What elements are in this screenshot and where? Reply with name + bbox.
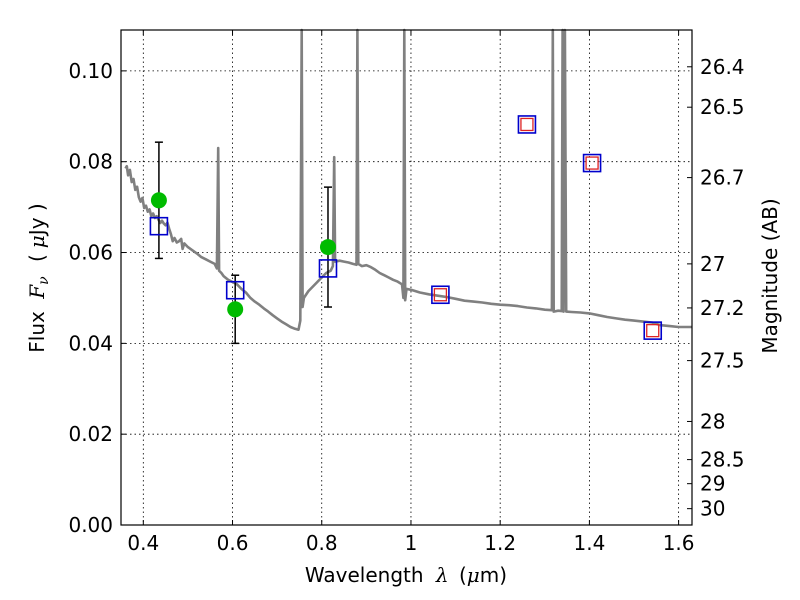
x-axis-label-prefix: Wavelength [305,563,424,587]
model-flux-inner-square [520,117,534,132]
y-tick-label: 0.04 [68,331,113,355]
x-axis-label-mu: μ [467,563,480,587]
tick-layer: 0.4 0.6 0.8 1 1.2 1.4 1.6 0.00 0.02 0.04 0.06 0.08 0… [68,30,745,555]
y2-tick-label: 28 [700,409,725,433]
x-tick-label: 0.8 [306,531,338,555]
model-flux-inner-square [646,323,660,338]
y2-tick-label: 28.5 [700,448,745,472]
model-flux-inner-square [433,288,448,302]
y2-tick-label: 27.2 [700,296,745,320]
marker-layer [149,115,663,345]
model-flux-square [225,280,245,300]
x-axis-label-open: ( [459,563,467,587]
y-axis-label-symbol: F [25,284,49,300]
observed-point [150,192,167,209]
y2-tick-label: 27.5 [700,349,745,373]
x-axis-label-unit: m) [480,563,507,587]
y2-tick-label: 26.7 [700,166,745,190]
x-axis-label: Wavelength λ (μm) [305,563,507,587]
plot-frame [120,29,693,526]
model-flux-inner-square [585,156,599,170]
y-axis-label-prefix: Flux [25,311,49,353]
x-tick-label: 1.4 [573,531,605,555]
observed-point [319,239,336,256]
y2-tick-label: 26.5 [700,95,745,119]
y-tick-label: 0.06 [68,241,113,265]
y-axis-label-sub: ν [36,276,52,285]
model-flux-square [582,153,602,173]
model-flux-square [149,216,169,236]
y-axis-label: Flux Fν ( μJy ) [25,203,53,352]
y2-axis-label: Magnitude (AB) [758,198,782,353]
x-tick-label: 0.4 [127,531,159,555]
model-flux-square [431,285,450,305]
x-tick-label: 1.2 [484,531,516,555]
y2-tick-label: 26.4 [700,55,745,79]
y-axis-label-unit: Jy ) [25,203,49,237]
y2-tick-label: 30 [700,497,725,521]
model-flux-square [517,115,537,134]
y-tick-label: 0.02 [68,422,113,446]
y2-tick-label: 27 [700,252,725,276]
x-tick-label: 1 [405,531,418,555]
model-flux-square [643,321,663,340]
x-tick-label: 0.6 [217,531,249,555]
y-tick-label: 0.08 [68,150,113,174]
y-axis-label-open: ( [25,254,49,262]
y-tick-label: 0.10 [68,59,113,83]
observed-point [227,301,244,318]
sed-model-line [124,28,692,331]
y2-tick-label: 29 [700,472,725,496]
y-tick-label: 0.00 [68,513,113,537]
model-flux-square [318,259,338,278]
x-axis-label-symbol: λ [435,563,449,587]
grid-lines [121,30,692,525]
y-axis-label-mu: μ [25,235,49,248]
x-tick-label: 1.6 [663,531,695,555]
sed-line-layer [124,28,692,331]
